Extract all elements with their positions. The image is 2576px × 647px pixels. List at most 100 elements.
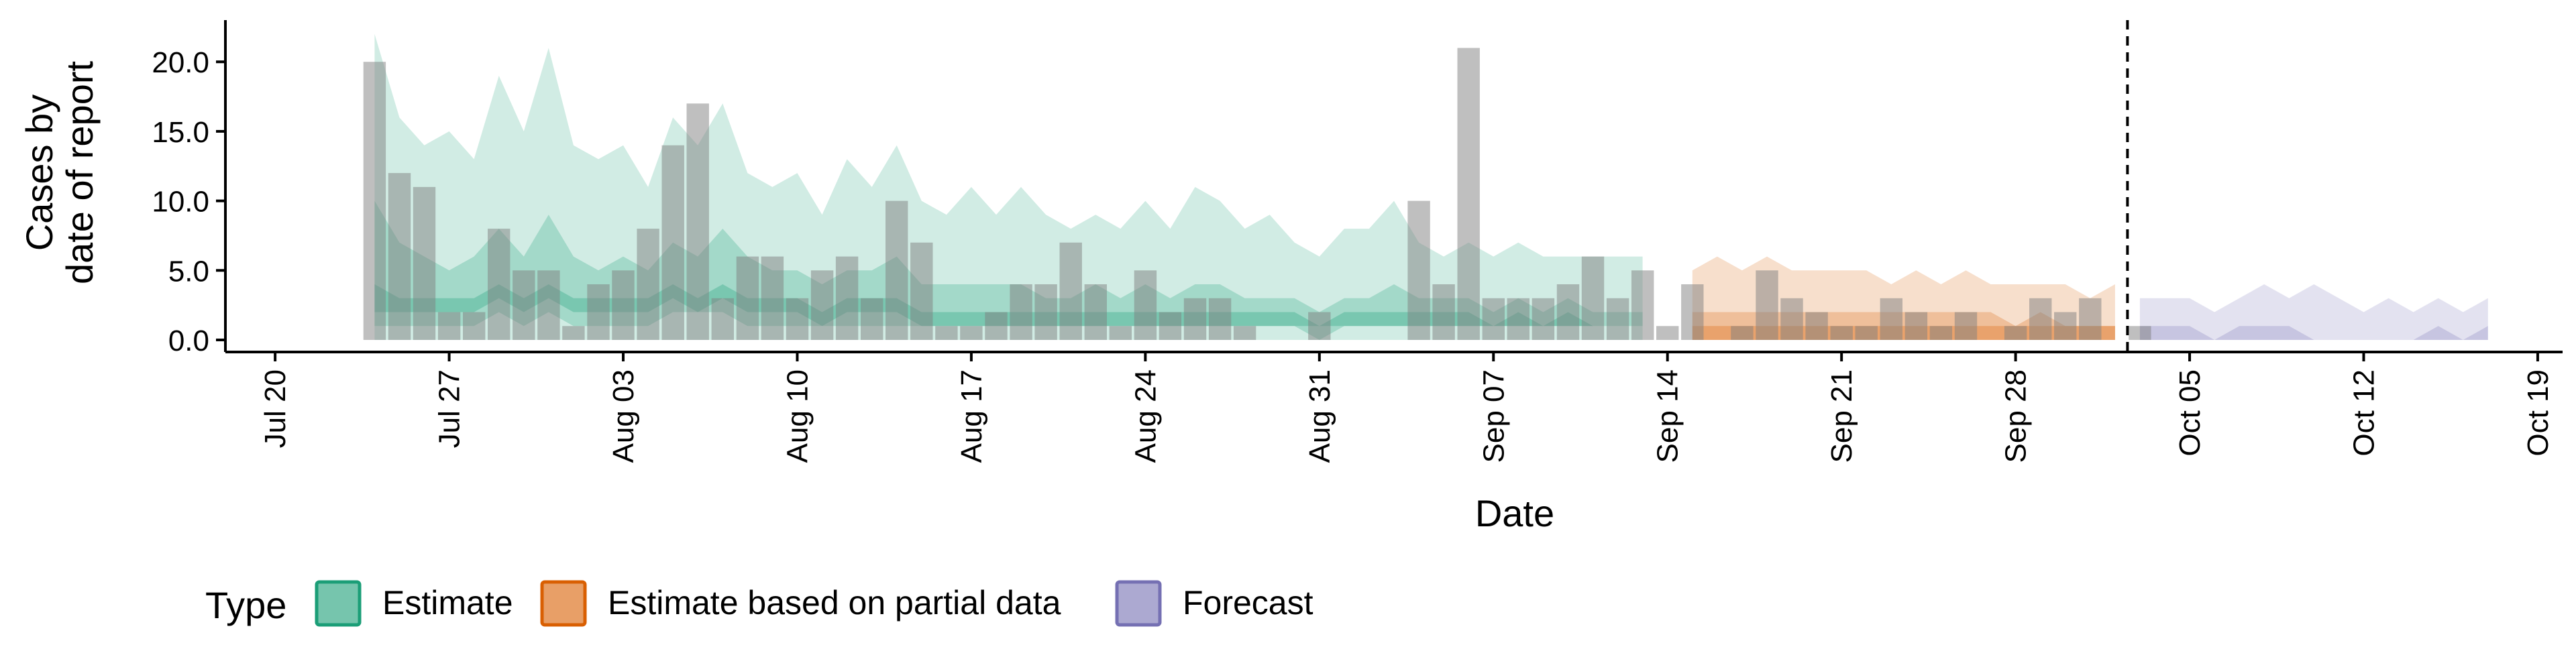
- y-tick-label: 15.0: [152, 116, 209, 149]
- bar-reported-cases: [686, 103, 709, 340]
- x-tick-label: Oct 12: [2348, 369, 2381, 457]
- bar-reported-cases: [2079, 298, 2102, 340]
- bar-reported-cases: [537, 270, 560, 340]
- bar-reported-cases: [488, 229, 511, 340]
- legend-key-2: [1115, 580, 1162, 627]
- x-tick-label: Sep 28: [2000, 369, 2033, 463]
- bar-reported-cases: [1954, 312, 1978, 340]
- bar-reported-cases: [413, 186, 436, 340]
- bar-reported-cases: [1407, 200, 1430, 340]
- bar-reported-cases: [1208, 298, 1232, 340]
- bar-reported-cases: [861, 298, 883, 340]
- bar-reported-cases: [1581, 256, 1605, 340]
- bar-reported-cases: [1556, 284, 1580, 340]
- bar-reported-cases: [388, 173, 411, 340]
- legend: Type Estimate Estimate based on partial d…: [205, 580, 1313, 627]
- bar-reported-cases: [1059, 242, 1082, 340]
- bar-reported-cases: [1507, 298, 1529, 340]
- bar-reported-cases: [1482, 298, 1505, 340]
- bar-reported-cases: [736, 256, 759, 340]
- y-axis-title-line-2: date of report: [58, 61, 101, 285]
- bar-reported-cases: [1656, 326, 1679, 340]
- x-tick-label: Sep 14: [1652, 369, 1684, 463]
- x-axis-title: Date: [1475, 492, 1554, 534]
- bar-reported-cases: [985, 312, 1008, 340]
- bar-reported-cases: [960, 326, 983, 340]
- x-tick-label: Aug 17: [955, 369, 988, 463]
- bar-reported-cases: [2004, 326, 2027, 340]
- y-tick-label: 20.0: [152, 46, 209, 79]
- bar-reported-cases: [2029, 298, 2052, 340]
- bar-reported-cases: [2129, 326, 2151, 340]
- bar-reported-cases: [1606, 298, 1629, 340]
- bar-reported-cases: [2054, 312, 2077, 340]
- bar-reported-cases: [786, 298, 809, 340]
- x-tick-label: Aug 03: [607, 369, 640, 463]
- bar-reported-cases: [1034, 284, 1057, 340]
- bar-reported-cases: [1183, 298, 1207, 340]
- bar-reported-cases: [1731, 326, 1754, 340]
- bar-reported-cases: [437, 312, 461, 340]
- legend-key-1: [540, 580, 587, 627]
- bar-reported-cases: [1134, 270, 1157, 340]
- x-tick-label: Jul 20: [259, 369, 292, 448]
- bar-reported-cases: [810, 270, 834, 340]
- bar-reported-cases: [935, 326, 958, 340]
- bar-layer: [363, 48, 2151, 340]
- x-tick-label: Oct 05: [2174, 369, 2206, 457]
- bar-reported-cases: [835, 256, 859, 340]
- bar-reported-cases: [1233, 326, 1256, 340]
- bar-reported-cases: [711, 298, 734, 340]
- x-tick-label: Aug 10: [782, 369, 814, 463]
- bar-reported-cases: [1432, 284, 1455, 340]
- y-tick-label: 0.0: [168, 325, 209, 357]
- x-tick-label: Sep 07: [1477, 369, 1510, 463]
- bar-reported-cases: [1631, 270, 1654, 340]
- bar-reported-cases: [761, 256, 784, 340]
- bar-reported-cases: [463, 312, 486, 340]
- bar-reported-cases: [1904, 312, 1928, 340]
- ribbon-forecast-50: [2139, 326, 2488, 340]
- bar-reported-cases: [637, 229, 659, 340]
- bar-reported-cases: [1109, 326, 1132, 340]
- bar-reported-cases: [363, 62, 386, 340]
- bar-reported-cases: [587, 284, 610, 340]
- x-tick-label: Jul 27: [433, 369, 466, 448]
- bar-reported-cases: [1855, 326, 1878, 340]
- bar-reported-cases: [661, 145, 684, 340]
- bar-reported-cases: [1308, 312, 1331, 340]
- bar-reported-cases: [1457, 48, 1480, 340]
- bar-reported-cases: [513, 270, 535, 340]
- x-tick-label: Aug 24: [1129, 369, 1162, 463]
- bar-reported-cases: [1880, 298, 1902, 340]
- legend-label-1: Estimate based on partial data: [608, 584, 1061, 622]
- legend-key-0: [315, 580, 362, 627]
- bar-reported-cases: [1159, 312, 1182, 340]
- bar-reported-cases: [1532, 298, 1555, 340]
- y-axis-title-line-1: Cases by: [18, 95, 60, 251]
- bar-reported-cases: [1756, 270, 1778, 340]
- bar-reported-cases: [1929, 326, 1953, 340]
- bar-reported-cases: [1830, 326, 1853, 340]
- bar-reported-cases: [1805, 312, 1828, 340]
- bar-reported-cases: [1010, 284, 1032, 340]
- bar-reported-cases: [885, 200, 908, 340]
- bar-reported-cases: [612, 270, 635, 340]
- x-tick-label: Oct 19: [2522, 369, 2555, 457]
- legend-title: Type: [205, 584, 286, 626]
- legend-label-0: Estimate: [382, 584, 513, 622]
- y-tick-label: 5.0: [168, 255, 209, 288]
- bar-reported-cases: [1084, 284, 1107, 340]
- axes-layer: Cases by date of report Date 0.0 5.0 10.0 1…: [18, 20, 2563, 534]
- bar-reported-cases: [1681, 284, 1704, 340]
- bar-reported-cases: [1780, 298, 1803, 340]
- y-tick-label: 10.0: [152, 186, 209, 219]
- ribbon-forecast-90: [2139, 284, 2488, 340]
- x-tick-label: Aug 31: [1303, 369, 1336, 463]
- bar-reported-cases: [910, 242, 933, 340]
- bar-reported-cases: [562, 326, 585, 340]
- x-tick-label: Sep 21: [1825, 369, 1858, 463]
- legend-label-2: Forecast: [1183, 584, 1313, 622]
